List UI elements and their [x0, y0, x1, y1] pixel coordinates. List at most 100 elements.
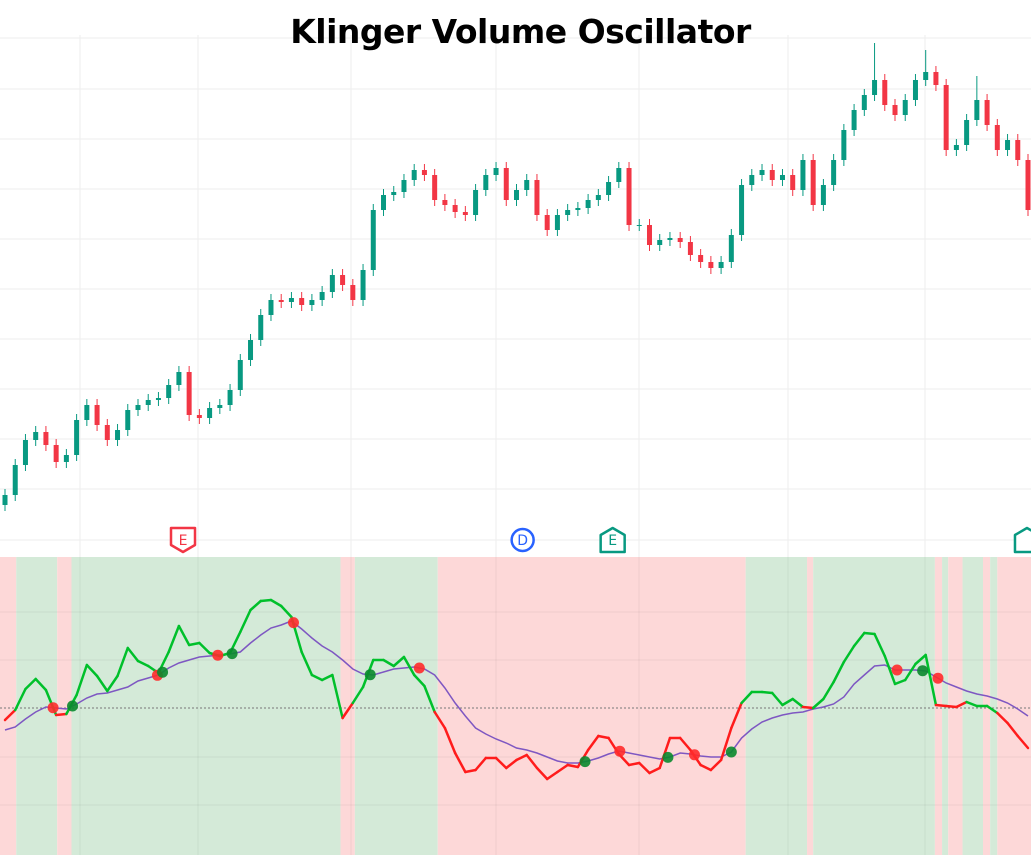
trend-region-bearish [0, 557, 17, 855]
candle-body [288, 298, 294, 302]
kvo-line-segment [474, 756, 488, 772]
candle-body [984, 100, 990, 125]
kvo-line-segment [494, 756, 508, 770]
candle-body [912, 80, 918, 100]
candle-body [483, 175, 489, 190]
kvo-line-segment [1006, 721, 1020, 738]
candle-body [595, 195, 601, 200]
trend-region-bullish [813, 557, 935, 855]
candles [2, 43, 1031, 511]
kvo-line-segment [392, 655, 406, 668]
candle-body [933, 72, 939, 85]
kvo-line-segment [85, 663, 99, 678]
candle-body [432, 175, 438, 200]
candle-body [370, 210, 376, 270]
kvo-line-segment [320, 673, 334, 682]
candle-body [1005, 140, 1011, 150]
cross-up-dot [917, 665, 929, 677]
candle-body [636, 225, 642, 226]
candle-body [94, 405, 100, 425]
kvo-line-segment [351, 685, 365, 705]
candle-body [503, 168, 509, 200]
event-label: D [517, 533, 528, 549]
candle-body [135, 405, 141, 410]
kvo-line-segment [341, 701, 355, 720]
kvo-line-segment [873, 632, 887, 658]
kvo-line-segment [453, 751, 467, 774]
candle-body [1015, 140, 1021, 160]
kvo-line-segment [924, 653, 938, 707]
kvo-line-segment [198, 641, 211, 655]
kvo-line-segment [934, 703, 948, 708]
trend-region-bearish [997, 557, 1031, 855]
kvo-line-segment [187, 641, 201, 647]
kvo-line-segment [310, 673, 324, 682]
candle-body [166, 385, 172, 398]
candle-body [63, 455, 69, 462]
trend-region-bullish [354, 557, 438, 855]
trend-region-bearish [340, 557, 355, 855]
kvo-line-segment [678, 736, 692, 752]
candle-body [687, 242, 693, 255]
candle-body [186, 372, 192, 415]
candle-body [115, 430, 121, 440]
candle-body [2, 495, 8, 505]
candle-body [401, 180, 407, 192]
kvo-line-segment [382, 658, 395, 668]
kvo-line-segment [852, 631, 866, 648]
kvo-line-segment [239, 608, 252, 634]
candle-body [227, 390, 233, 405]
candle-body [514, 190, 519, 200]
candle-body [1025, 160, 1031, 210]
cross-up-dot [662, 751, 674, 763]
kvo-line-segment [791, 697, 805, 709]
kvo-line-segment [914, 653, 927, 666]
candle-body [360, 270, 366, 300]
candle-body [217, 405, 223, 408]
kvo-line-segment [965, 700, 979, 708]
cross-down-dot [932, 672, 944, 684]
candle-body [12, 465, 18, 495]
candle-body [882, 80, 888, 105]
kvo-line-segment [719, 726, 733, 762]
kvo-line-segment [300, 650, 314, 677]
kvo-line-segment [464, 768, 477, 774]
candle-body [544, 215, 550, 230]
kvo-line-segment [638, 761, 651, 775]
candle-body [779, 175, 785, 180]
kvo-line-segment [423, 684, 436, 714]
kvo-line-segment [505, 758, 518, 770]
cross-down-dot [413, 662, 425, 674]
cross-down-dot [287, 617, 299, 629]
candle-body [196, 415, 202, 418]
kvo-line-segment [126, 646, 140, 663]
kvo-line-segment [883, 654, 897, 686]
candle-body [585, 200, 591, 208]
kvo-line-segment [893, 678, 907, 686]
candle-body [452, 205, 458, 212]
candle-body [391, 192, 397, 195]
kvo-line-segment [955, 700, 968, 709]
kvo-line-segment [433, 710, 447, 730]
candle-body [53, 445, 59, 462]
earnings-marker-icon [599, 526, 626, 554]
trend-region-bearish [57, 557, 72, 855]
trend-background [0, 557, 1031, 855]
kvo-line-segment [95, 674, 109, 693]
candle-body [299, 298, 305, 305]
kvo-line-segment [781, 697, 794, 707]
candle-body [677, 238, 683, 242]
event-label: E [179, 533, 188, 549]
candle-body [33, 432, 39, 440]
kvo-line-segment [402, 655, 416, 677]
candle-body [759, 170, 765, 175]
cross-dots [47, 617, 944, 768]
trend-region-bullish [962, 557, 983, 855]
kvo-line-segment [985, 704, 999, 715]
candle-body [524, 180, 530, 190]
kvo-line-segment [249, 599, 262, 612]
kvo-line-segment [730, 701, 743, 730]
candle-body [769, 170, 775, 180]
candle-body [319, 292, 325, 300]
